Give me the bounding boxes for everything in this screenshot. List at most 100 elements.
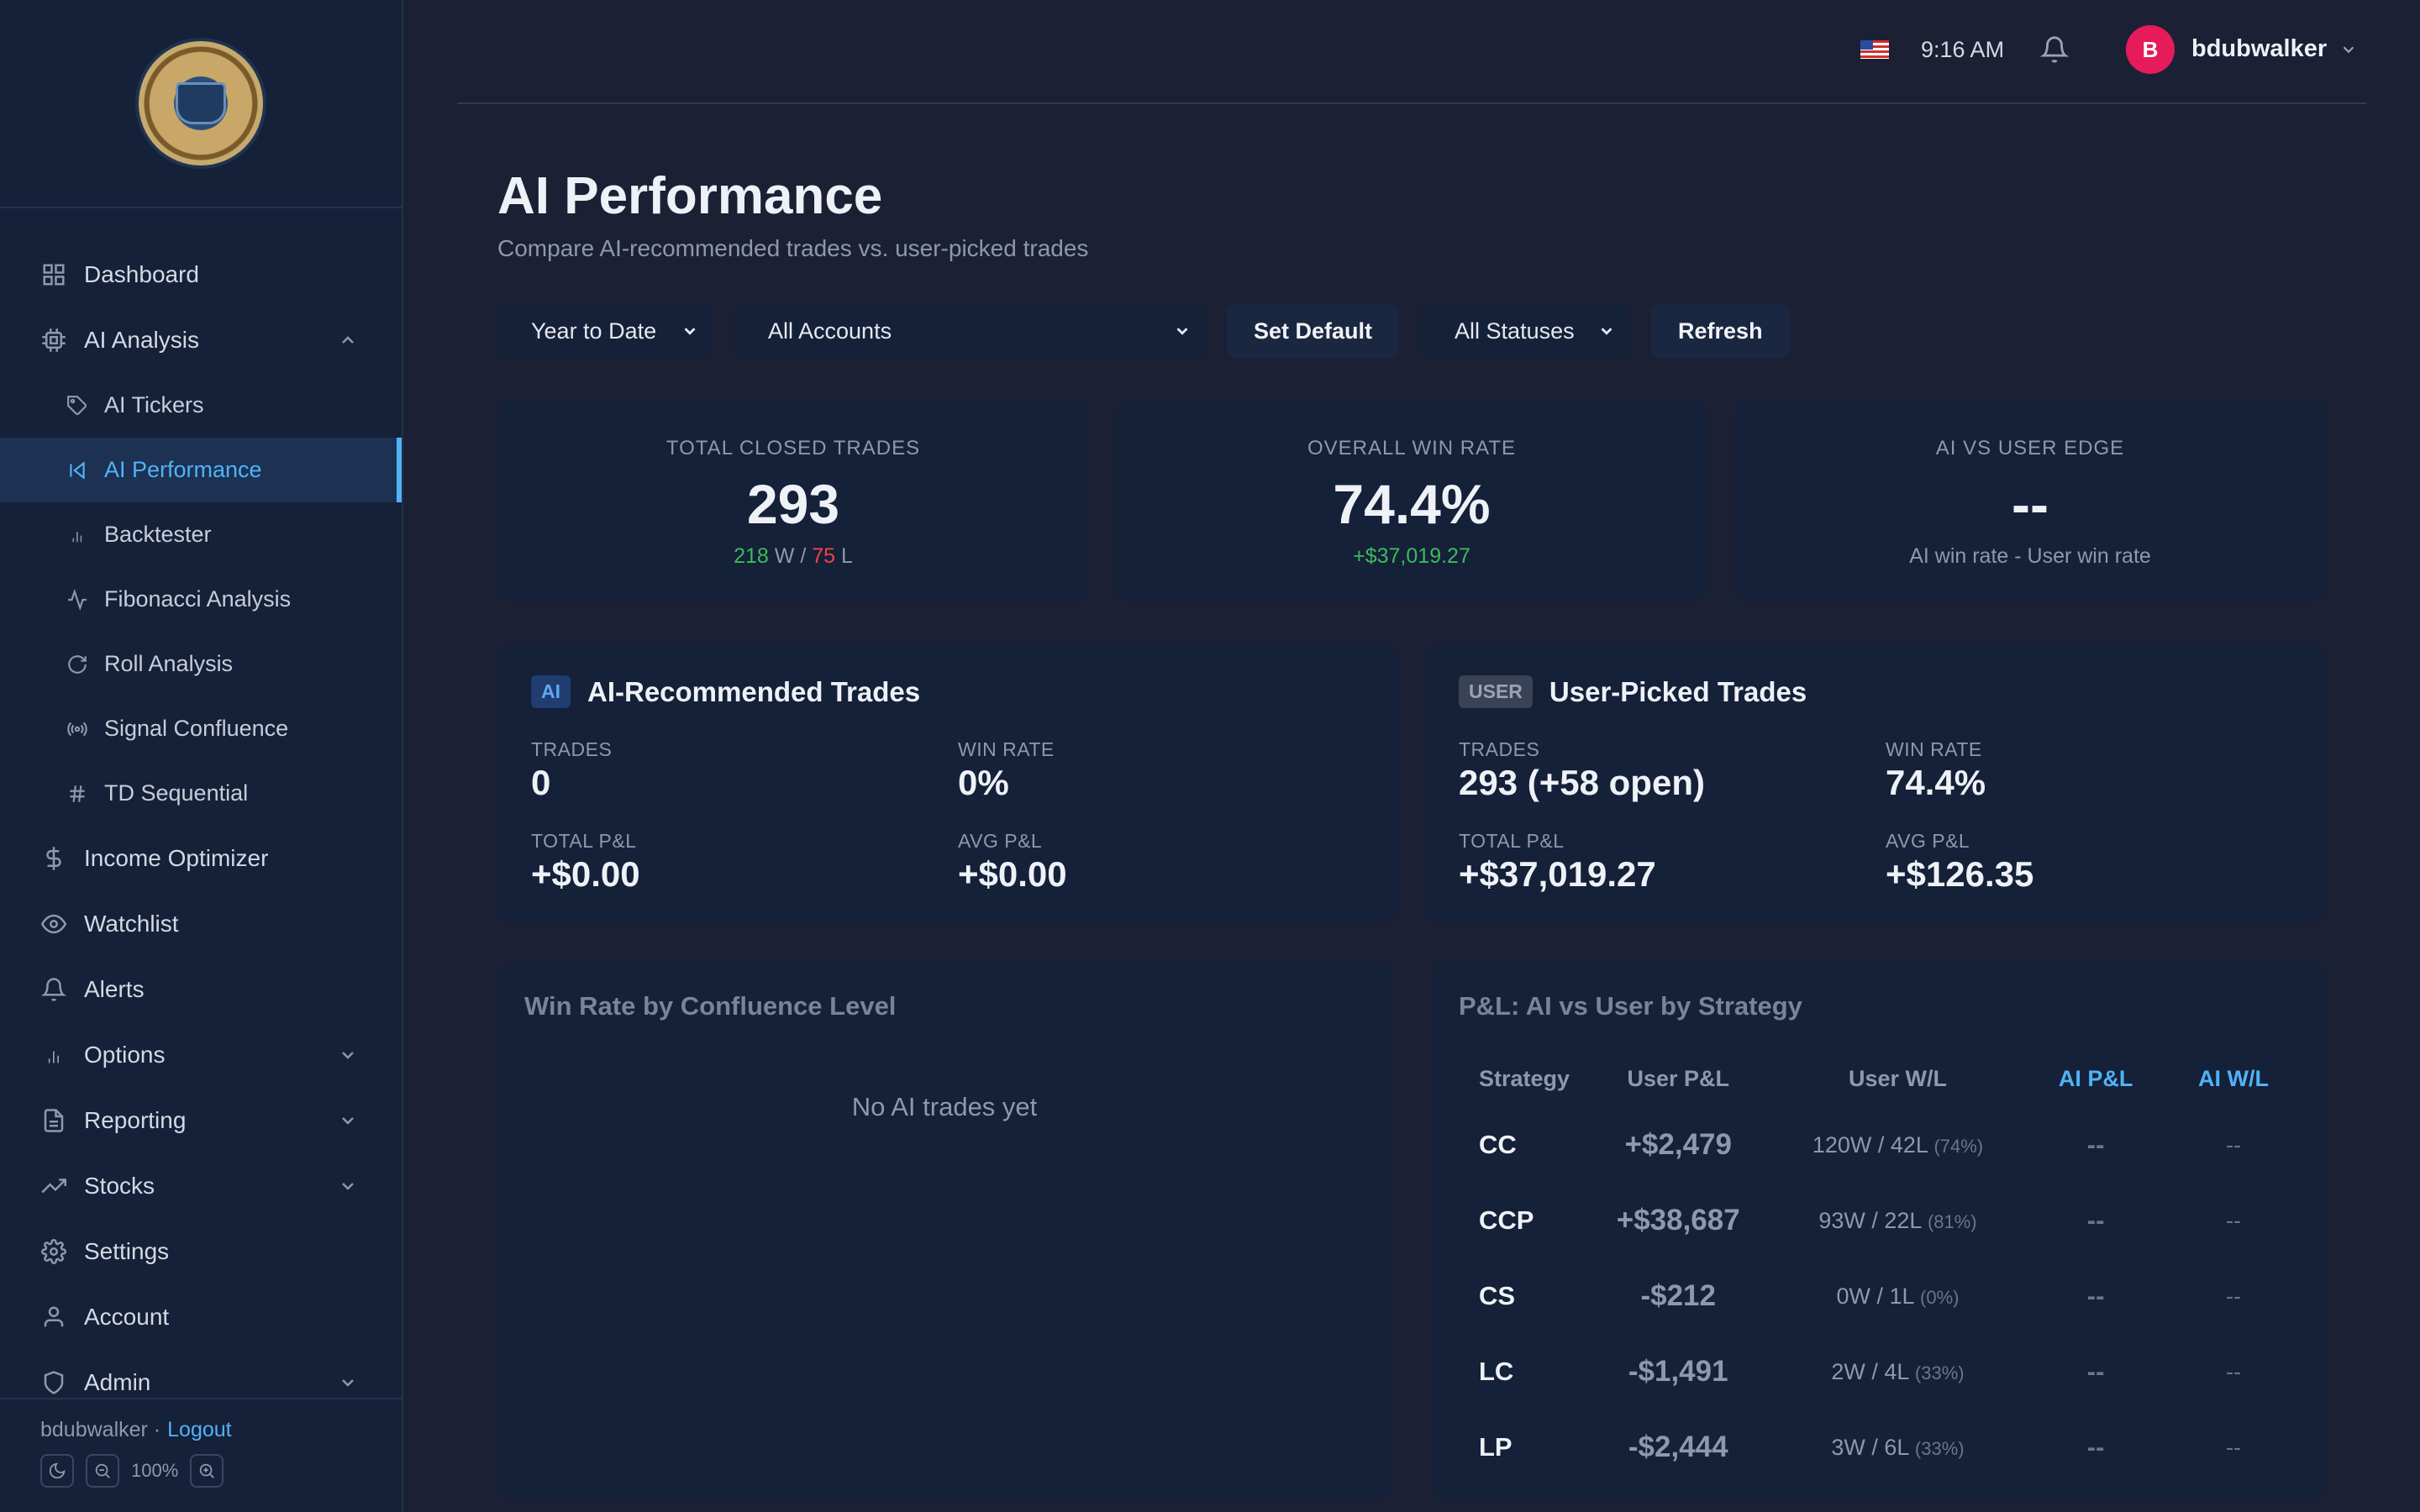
sidebar-item-alerts[interactable]: Alerts	[0, 957, 402, 1022]
sidebar-item-label: Account	[84, 1304, 170, 1330]
clock-time: 9:16 AM	[1921, 37, 2005, 62]
broadcast-icon	[66, 717, 89, 741]
total-pnl-metric: TOTAL P&L +$0.00	[531, 830, 958, 895]
stat-value: 293	[746, 473, 840, 535]
win-loss-value: 0W / 1L	[1836, 1283, 1914, 1309]
avatar[interactable]: B	[2126, 25, 2175, 74]
ai-pnl: --	[2086, 1281, 2105, 1310]
table-row[interactable]: LP -$2,444 3W / 6L (33%) -- --	[1459, 1410, 2302, 1485]
app-logo[interactable]	[139, 41, 263, 165]
cpu-icon	[40, 327, 67, 354]
chevron-down-icon	[342, 1052, 354, 1059]
card-title: User-Picked Trades	[1549, 675, 1807, 707]
period-select[interactable]: Year to Date	[497, 304, 713, 358]
column-header[interactable]: User W/L	[1848, 1065, 1947, 1091]
statuses-select[interactable]: All Statuses	[1421, 304, 1630, 358]
win-loss-summary: 218 W / 75 L	[497, 544, 1089, 569]
win-loss-value: 93W / 22L	[1818, 1207, 1922, 1233]
sidebar-item-stocks[interactable]: Stocks	[0, 1153, 402, 1219]
win-percent: (81%)	[1927, 1210, 1977, 1232]
column-header[interactable]: User P&L	[1627, 1065, 1730, 1091]
metric-label: TOTAL P&L	[531, 830, 637, 852]
zoom-in-button[interactable]	[190, 1454, 224, 1488]
column-header[interactable]: Strategy	[1479, 1065, 1570, 1091]
shield-icon	[40, 1369, 67, 1396]
filter-bar: Year to Date All Accounts Set Default Al…	[497, 304, 1790, 358]
strategy-code: LC	[1479, 1357, 1514, 1386]
sidebar-item-account[interactable]: Account	[0, 1284, 402, 1350]
sidebar-item-label: Admin	[84, 1369, 151, 1395]
strategy-code: CS	[1479, 1281, 1516, 1310]
total-pnl-metric: TOTAL P&L +$37,019.27	[1459, 830, 1886, 895]
card-header: AI AI-Recommended Trades	[531, 675, 1365, 708]
win-rate-metric: WIN RATE 74.4%	[1886, 738, 2292, 803]
username[interactable]: bdubwalker	[2191, 35, 2328, 62]
sidebar-item-ai-analysis[interactable]: AI Analysis	[0, 307, 402, 373]
logo-area	[0, 0, 402, 208]
logout-link[interactable]: Logout	[167, 1418, 232, 1441]
sidebar-item-reporting[interactable]: Reporting	[0, 1088, 402, 1153]
sidebar-item-settings[interactable]: Settings	[0, 1219, 402, 1284]
win-loss-value: 2W / 4L	[1831, 1358, 1909, 1384]
sidebar-item-admin[interactable]: Admin	[0, 1350, 402, 1415]
chevron-down-icon	[342, 1379, 354, 1387]
sidebar-item-roll-analysis[interactable]: Roll Analysis	[0, 632, 402, 696]
zoom-level: 100%	[131, 1460, 179, 1481]
metric-value: 0	[531, 763, 551, 802]
table-row[interactable]: LC -$1,491 2W / 4L (33%) -- --	[1459, 1334, 2302, 1410]
us-flag-icon[interactable]	[1860, 40, 1889, 59]
stat-label: AI VS USER EDGE	[1935, 437, 2125, 459]
sidebar-item-td-sequential[interactable]: TD Sequential	[0, 761, 402, 826]
zoom-out-button[interactable]	[86, 1454, 119, 1488]
refresh-button[interactable]: Refresh	[1651, 304, 1790, 358]
card-title: AI-Recommended Trades	[587, 675, 921, 707]
logo-shield	[176, 82, 226, 124]
sidebar-item-ai-tickers[interactable]: AI Tickers	[0, 373, 402, 438]
theme-toggle-button[interactable]	[40, 1454, 74, 1488]
strategy-code: LP	[1479, 1432, 1512, 1462]
card-header: USER User-Picked Trades	[1459, 675, 2292, 708]
sidebar-item-options[interactable]: Options	[0, 1022, 402, 1088]
win-rate-metric: WIN RATE 0%	[958, 738, 1365, 803]
notifications-bell-icon[interactable]	[2040, 35, 2069, 64]
sidebar-item-dashboard[interactable]: Dashboard	[0, 242, 402, 307]
metric-label: TRADES	[531, 738, 613, 760]
chevron-down-icon	[684, 328, 696, 335]
set-default-button[interactable]: Set Default	[1227, 304, 1400, 358]
sidebar-item-label: AI Performance	[104, 457, 262, 482]
stat-value: 74.4%	[1333, 473, 1491, 535]
column-header[interactable]: AI P&L	[2058, 1065, 2133, 1091]
metric-grid: TRADES 293 (+58 open) WIN RATE 74.4% TOT…	[1459, 738, 2292, 895]
sidebar-item-label: Fibonacci Analysis	[104, 586, 292, 612]
sidebar-item-label: AI Tickers	[104, 392, 204, 417]
avg-pnl-metric: AVG P&L +$0.00	[958, 830, 1365, 895]
user-pnl: -$212	[1640, 1279, 1716, 1312]
confluence-win-rate-panel: Win Rate by Confluence Level No AI trade…	[497, 963, 1392, 1500]
sidebar-item-label: Watchlist	[84, 911, 179, 937]
sidebar-item-watchlist[interactable]: Watchlist	[0, 891, 402, 957]
user-picked-trades-card: USER User-Picked Trades TRADES 293 (+58 …	[1425, 643, 2326, 922]
zoom-out-icon	[95, 1463, 110, 1478]
gear-icon	[40, 1238, 67, 1265]
column-header[interactable]: AI W/L	[2198, 1065, 2270, 1091]
ai-win-loss: --	[2226, 1207, 2242, 1233]
stat-label: TOTAL CLOSED TRADES	[666, 437, 921, 459]
ai-pnl: --	[2086, 1130, 2105, 1159]
chevron-down-icon[interactable]	[2339, 40, 2358, 59]
metric-label: TOTAL P&L	[1459, 830, 1565, 852]
eye-icon	[40, 911, 67, 937]
sidebar-item-label: Reporting	[84, 1107, 187, 1133]
sidebar-item-signal-confluence[interactable]: Signal Confluence	[0, 696, 402, 761]
table-row[interactable]: CS -$212 0W / 1L (0%) -- --	[1459, 1258, 2302, 1334]
footer-username: bdubwalker ·	[40, 1418, 161, 1441]
metric-label: AVG P&L	[1886, 830, 1970, 852]
sidebar-item-ai-performance[interactable]: AI Performance	[0, 438, 402, 502]
page-subtitle: Compare AI-recommended trades vs. user-p…	[497, 235, 1089, 261]
sidebar-item-fibonacci-analysis[interactable]: Fibonacci Analysis	[0, 567, 402, 632]
sidebar-item-income-optimizer[interactable]: Income Optimizer	[0, 826, 402, 891]
losses-count: 75	[812, 544, 836, 568]
sidebar-item-backtester[interactable]: Backtester	[0, 502, 402, 567]
table-row[interactable]: CCP +$38,687 93W / 22L (81%) -- --	[1459, 1183, 2302, 1258]
accounts-select[interactable]: All Accounts	[734, 304, 1205, 358]
table-row[interactable]: CC +$2,479 120W / 42L (74%) -- --	[1459, 1107, 2302, 1183]
